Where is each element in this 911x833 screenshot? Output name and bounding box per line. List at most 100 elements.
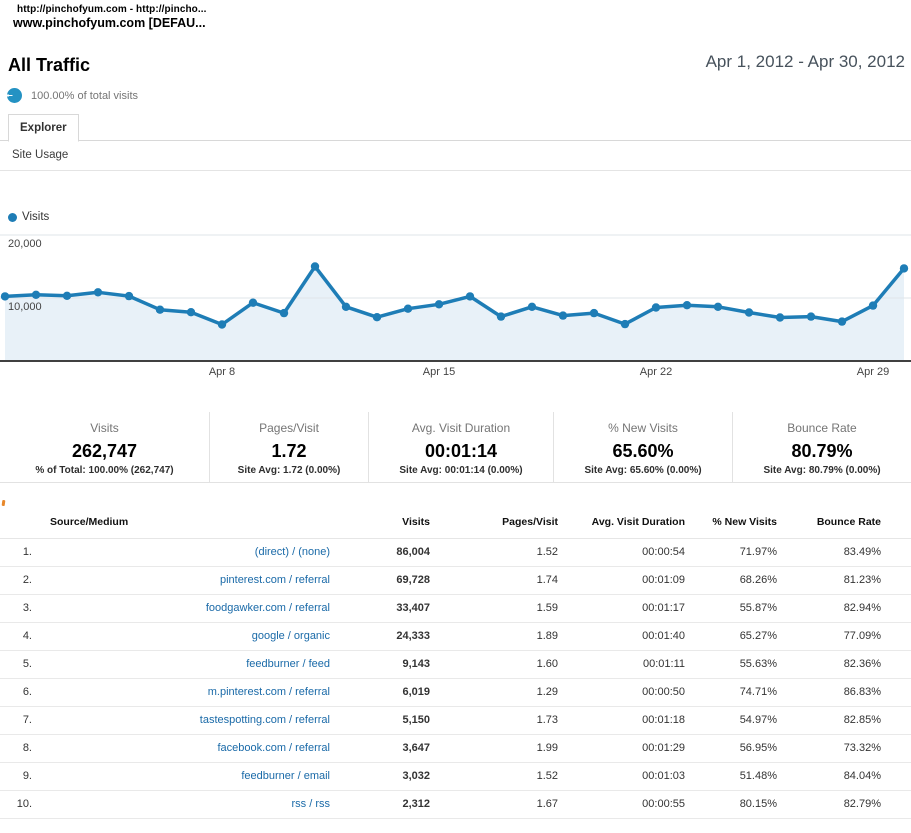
visits-cell: 2,312 — [330, 790, 430, 819]
scorecard-label: Visits — [90, 421, 119, 435]
row-rank: 4. — [0, 622, 36, 651]
scorecard-subtext: Site Avg: 65.60% (0.00%) — [584, 465, 702, 476]
scorecard-value: 00:01:14 — [424, 441, 498, 461]
data-point — [744, 308, 754, 317]
column-header-avg-visit-duration[interactable]: Avg. Visit Duration — [558, 498, 685, 539]
pie-chart-icon — [7, 88, 22, 103]
scorecard-value: 1.72 — [271, 441, 307, 461]
pct-new-visits-cell: 56.95% — [685, 734, 777, 763]
row-filler — [881, 650, 911, 679]
data-point — [868, 301, 878, 310]
source-medium-link[interactable]: (direct) / (none) — [254, 546, 330, 558]
table-row: 7. tastespotting.com / referral 5,150 1.73 0… — [0, 706, 911, 735]
row-rank: 10. — [0, 790, 36, 819]
pages-per-visit-cell: 1.99 — [430, 734, 558, 763]
x-axis-line — [0, 360, 911, 362]
subtab-site-usage[interactable]: Site Usage — [12, 149, 69, 161]
data-point — [403, 304, 413, 313]
column-header-rank — [0, 498, 36, 539]
avg-visit-duration-cell: 00:00:55 — [558, 790, 685, 819]
source-medium-link[interactable]: rss / rss — [291, 798, 331, 810]
source-medium-cell: m.pinterest.com / referral — [36, 678, 330, 707]
avg-visit-duration-cell: 00:01:40 — [558, 622, 685, 651]
bounce-rate-cell: 77.09% — [777, 622, 881, 651]
source-medium-link[interactable]: google / organic — [251, 630, 330, 642]
bounce-rate-cell: 73.32% — [777, 734, 881, 763]
bounce-rate-cell: 86.83% — [777, 678, 881, 707]
row-rank: 9. — [0, 762, 36, 791]
legend-label: Visits — [22, 211, 50, 223]
source-medium-cell: (direct) / (none) — [36, 538, 330, 567]
pct-new-visits-cell: 54.97% — [685, 706, 777, 735]
row-rank: 3. — [0, 594, 36, 623]
avg-visit-duration-cell: 00:01:29 — [558, 734, 685, 763]
data-point — [93, 288, 103, 297]
row-filler — [881, 734, 911, 763]
table-row: 3. foodgawker.com / referral 33,407 1.59 00:… — [0, 594, 911, 623]
y-axis-label: 20,000 — [8, 238, 42, 250]
visits-cell: 6,019 — [330, 678, 430, 707]
data-point — [837, 317, 847, 326]
pages-per-visit-cell: 1.29 — [430, 678, 558, 707]
table-row: 10. rss / rss 2,312 1.67 00:00:55 80.15% 82.79… — [0, 790, 911, 819]
data-point — [0, 292, 10, 301]
column-header-source-medium[interactable]: Source/Medium — [36, 498, 330, 539]
bounce-rate-cell: 82.79% — [777, 790, 881, 819]
table-row: 8. facebook.com / referral 3,647 1.99 00:01:… — [0, 734, 911, 763]
column-header-new-visits[interactable]: % New Visits — [685, 498, 777, 539]
tab-explorer[interactable]: Explorer — [8, 114, 79, 142]
table-row: 5. feedburner / feed 9,143 1.60 00:01:11 55.6… — [0, 650, 911, 679]
source-medium-link[interactable]: tastespotting.com / referral — [199, 714, 330, 726]
source-medium-table: Source/Medium Visits Pages/Visit Avg. Visit… — [0, 498, 911, 819]
visits-cell: 9,143 — [330, 650, 430, 679]
scorecard-bounce-rate: Bounce Rate 80.79% Site Avg: 80.79% (0.00%… — [732, 412, 911, 482]
segment-note-label: 100.00% of total visits — [31, 89, 139, 102]
column-header-visits[interactable]: Visits — [330, 498, 430, 539]
data-point — [558, 311, 568, 320]
column-header-filler — [881, 498, 911, 539]
data-point — [372, 313, 382, 322]
source-medium-cell: google / organic — [36, 622, 330, 651]
row-rank: 2. — [0, 566, 36, 595]
scorecard-new-visits: % New Visits 65.60% Site Avg: 65.60% (0.00… — [553, 412, 732, 482]
scorecard-label: % New Visits — [608, 421, 678, 435]
visits-cell: 5,150 — [330, 706, 430, 735]
column-header-bounce-rate[interactable]: Bounce Rate — [777, 498, 881, 539]
source-medium-link[interactable]: feedburner / feed — [246, 658, 330, 670]
source-medium-cell: facebook.com / referral — [36, 734, 331, 763]
x-axis-label: Apr 8 — [208, 366, 236, 378]
date-range-selector[interactable]: Apr 1, 2012 - Apr 30, 2012 — [705, 52, 905, 71]
source-medium-link[interactable]: pinterest.com / referral — [219, 574, 330, 586]
scorecard-value: 65.60% — [612, 441, 674, 461]
browser-title-line: http://pinchofyum.com - http://pincho... — [17, 4, 207, 15]
data-point — [434, 300, 444, 309]
bounce-rate-cell: 81.23% — [777, 566, 881, 595]
pct-new-visits-cell: 65.27% — [685, 622, 777, 651]
row-rank: 5. — [0, 650, 36, 679]
column-header-pages-visit[interactable]: Pages/Visit — [430, 498, 558, 539]
data-point — [279, 308, 289, 318]
scorecard-subtext: Site Avg: 1.72 (0.00%) — [237, 465, 341, 476]
x-axis-label: Apr 29 — [856, 366, 890, 378]
chart-legend: Visits — [8, 211, 49, 223]
table-row: 2. pinterest.com / referral 69,728 1.74 00:0… — [0, 566, 911, 595]
avg-visit-duration-cell: 00:01:09 — [558, 566, 685, 595]
data-point — [186, 308, 196, 317]
source-medium-link[interactable]: m.pinterest.com / referral — [207, 686, 330, 698]
tab-bar: Explorer — [0, 113, 911, 142]
data-point — [62, 291, 72, 300]
source-medium-link[interactable]: foodgawker.com / referral — [205, 602, 330, 614]
data-point — [651, 303, 661, 312]
visits-line — [3, 264, 906, 327]
scorecard-value: 80.79% — [791, 441, 853, 461]
pct-new-visits-cell: 55.87% — [685, 594, 777, 623]
source-medium-cell: pinterest.com / referral — [36, 566, 330, 595]
pages-per-visit-cell: 1.60 — [430, 650, 558, 679]
visits-cell: 33,407 — [330, 594, 430, 623]
data-point — [899, 264, 909, 273]
x-axis-label: Apr 22 — [639, 366, 673, 378]
data-point — [310, 262, 320, 271]
source-medium-link[interactable]: facebook.com / referral — [217, 742, 331, 754]
data-point — [620, 319, 630, 329]
source-medium-link[interactable]: feedburner / email — [241, 770, 330, 782]
